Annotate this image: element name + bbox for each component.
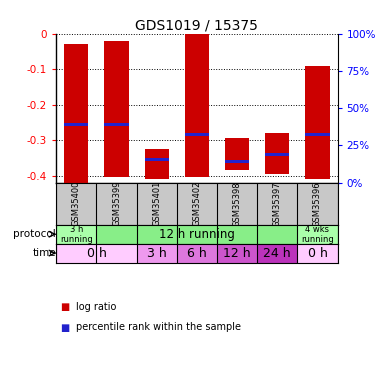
Bar [185,34,209,177]
Bar [56,244,137,262]
Text: ■: ■ [60,322,69,333]
Bar [64,44,88,183]
Bar [137,244,177,262]
Bar [104,123,128,126]
Bar [145,158,169,161]
Text: 24 h: 24 h [263,247,291,259]
Bar [297,225,338,244]
Text: log ratio: log ratio [76,302,116,312]
Text: GSM35399: GSM35399 [112,181,121,226]
Text: 3 h
running: 3 h running [60,225,93,244]
Bar [177,244,217,262]
Bar [305,66,329,179]
Text: 0 h: 0 h [308,247,327,259]
Text: 12 h running: 12 h running [159,228,235,241]
Bar [225,160,249,163]
Bar [257,244,297,262]
Text: percentile rank within the sample: percentile rank within the sample [76,322,241,333]
Bar [64,123,88,126]
Text: GSM35402: GSM35402 [192,181,201,226]
Text: time: time [32,248,56,258]
Bar [56,225,97,244]
Bar [185,133,209,136]
Text: GSM35398: GSM35398 [232,181,242,226]
Text: ■: ■ [60,302,69,312]
Text: protocol: protocol [13,229,56,239]
Text: GSM35401: GSM35401 [152,181,161,226]
Bar [145,149,169,179]
Bar [104,41,128,177]
Bar [265,133,289,174]
Text: GSM35396: GSM35396 [313,181,322,226]
Text: GSM35397: GSM35397 [273,181,282,226]
Bar [97,225,297,244]
Text: 6 h: 6 h [187,247,207,259]
Bar [265,153,289,156]
Bar [217,244,257,262]
Text: 4 wks
running: 4 wks running [301,225,334,244]
Bar [305,133,329,136]
Text: GSM35400: GSM35400 [72,181,81,226]
Text: 12 h: 12 h [223,247,251,259]
Text: 3 h: 3 h [147,247,166,259]
Text: 0 h: 0 h [87,247,106,259]
Bar [225,138,249,170]
Bar [297,244,338,262]
Title: GDS1019 / 15375: GDS1019 / 15375 [135,19,258,33]
